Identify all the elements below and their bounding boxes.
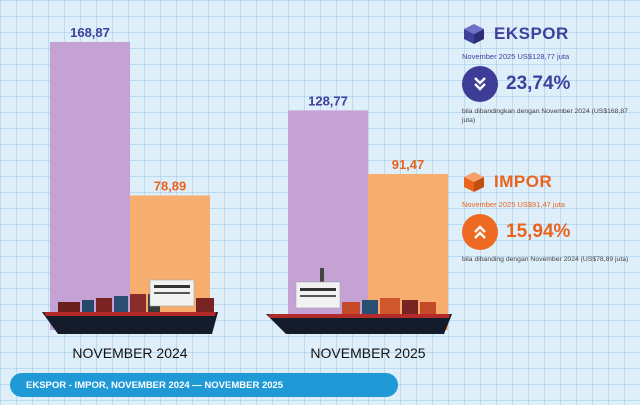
import-subtitle: November 2025 US$91,47 juta <box>462 200 565 209</box>
import-panel: IMPOR November 2025 US$91,47 juta 15,94%… <box>462 170 640 264</box>
export-note: bila dibandingkan dengan November 2024 (… <box>462 108 628 125</box>
footer-banner: EKSPOR - IMPOR, NOVEMBER 2024 — NOVEMBER… <box>10 373 398 397</box>
import-change: 15,94% <box>506 221 571 242</box>
export-change: 23,74% <box>506 73 571 94</box>
cube-icon <box>464 172 484 192</box>
bar-labels-group: 168,87 78,89 128,77 91,47 <box>70 25 424 193</box>
increase-badge <box>462 214 498 250</box>
category-label: NOVEMBER 2024 <box>72 345 187 361</box>
bar-value-label: 78,89 <box>154 178 187 193</box>
import-title: IMPOR <box>494 172 553 191</box>
bars-group <box>50 42 448 330</box>
cargo-ship-right-icon <box>266 268 452 334</box>
chevron-up-icon <box>474 225 486 239</box>
bar-value-label: 91,47 <box>392 157 425 172</box>
export-subtitle: November 2025 US$128,77 juta <box>462 52 570 61</box>
export-panel: EKSPOR November 2025 US$128,77 juta 23,7… <box>462 22 640 125</box>
bar-ekspor-0 <box>50 42 130 330</box>
decrease-badge <box>462 66 498 102</box>
bar-value-label: 168,87 <box>70 25 110 40</box>
cube-icon <box>464 24 484 44</box>
export-title: EKSPOR <box>494 24 569 43</box>
cargo-ship-left-icon <box>42 279 218 334</box>
category-labels-group: NOVEMBER 2024 NOVEMBER 2025 <box>72 345 425 361</box>
import-note: bila dibanding dengan November 2024 (US$… <box>462 256 629 263</box>
category-label: NOVEMBER 2025 <box>310 345 425 361</box>
footer-text: EKSPOR - IMPOR, NOVEMBER 2024 — NOVEMBER… <box>26 379 284 391</box>
chevron-down-icon <box>474 77 486 91</box>
bar-value-label: 128,77 <box>308 93 348 108</box>
